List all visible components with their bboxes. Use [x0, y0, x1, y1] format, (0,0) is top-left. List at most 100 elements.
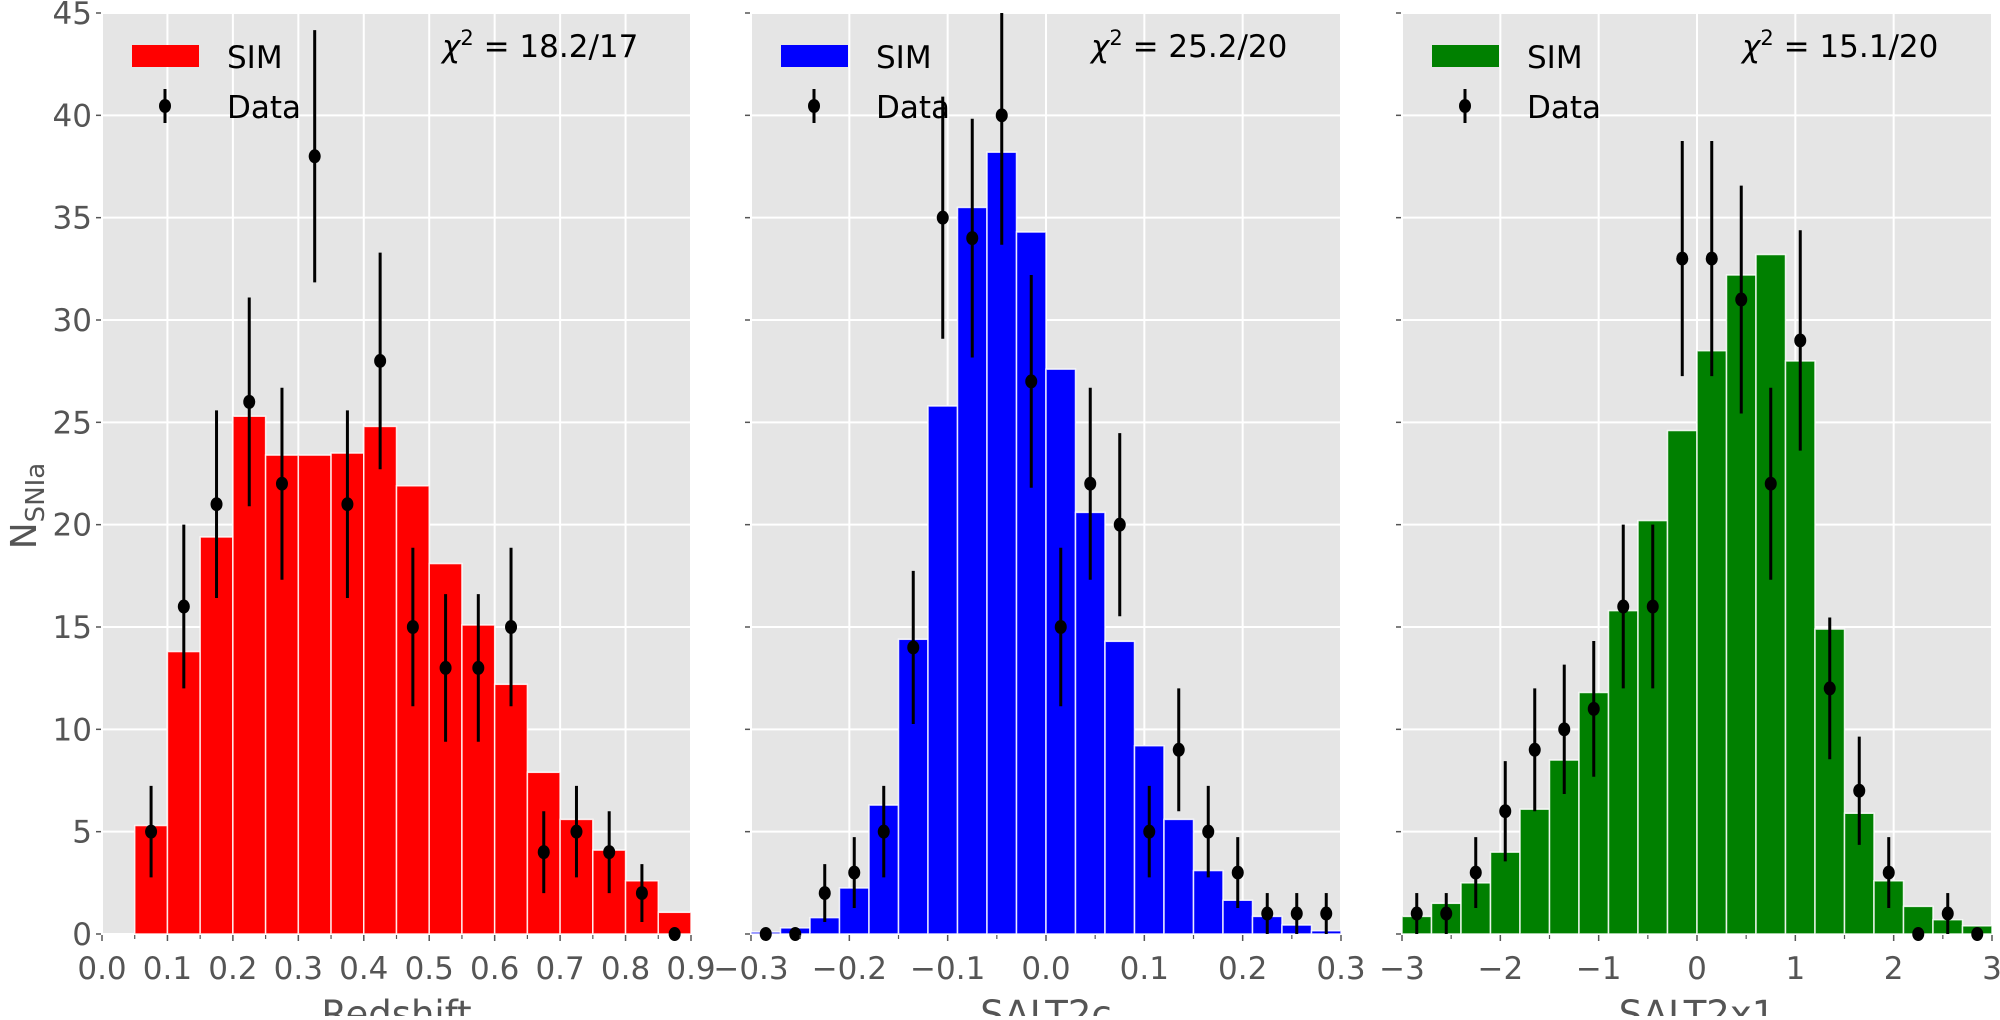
- chi-superscript: 2: [460, 26, 473, 50]
- data-marker: [439, 660, 452, 675]
- x-axis-label: Redshift: [321, 993, 471, 1016]
- x-axis-ticks: −0.3 −0.2 −0.1 0.0 0.1 0.2 0.3: [713, 935, 1366, 987]
- sim-bar: [1784, 360, 1816, 935]
- sim-bar: [330, 452, 365, 935]
- legend-marker-icon: [808, 99, 820, 113]
- data-points: [759, 2, 1333, 941]
- x-axis-ticks: −3 −2 −1 0 1 2 3: [1379, 935, 2000, 987]
- x-tick-label: 0.2: [1218, 951, 1267, 987]
- x-tick-label: −2: [1477, 951, 1523, 987]
- data-marker: [210, 497, 223, 512]
- sim-bar: [1755, 253, 1787, 935]
- y-axis-ticks: [1396, 12, 1401, 935]
- sim-bar: [493, 683, 529, 935]
- legend-label-sim: SIM: [227, 40, 283, 76]
- data-marker: [1290, 906, 1303, 921]
- top-margin-mask: [749, 0, 1343, 13]
- data-marker: [1054, 620, 1067, 634]
- y-tick-label: 15: [53, 610, 92, 646]
- x-tick-label: −0.1: [910, 951, 985, 987]
- data-marker: [877, 824, 890, 839]
- x-tick-label: −3: [1379, 951, 1425, 987]
- y-axis-ticks: [745, 12, 750, 935]
- x-tick-label: 0.3: [274, 951, 323, 987]
- x-tick-label: 0.9: [666, 951, 715, 987]
- chi-superscript: 2: [1109, 26, 1122, 50]
- data-marker: [1971, 927, 1984, 941]
- x-tick-label: 0.7: [535, 951, 584, 987]
- y-axis-ticks: 0 5 10 15 20 25 30 35 40 45: [53, 0, 101, 953]
- chi-square-annotation: χ2 = 18.2/17: [440, 26, 638, 65]
- data-marker: [1172, 742, 1185, 757]
- x-tick-label: −0.3: [713, 951, 788, 987]
- legend-label-data: Data: [876, 90, 950, 126]
- data-marker: [995, 108, 1008, 123]
- x-tick-label: 0.0: [1021, 951, 1070, 987]
- data-marker: [1113, 517, 1126, 532]
- y-tick-label: 0: [72, 917, 92, 953]
- data-marker: [1469, 865, 1482, 880]
- data-marker: [505, 620, 518, 634]
- y-tick-label: 25: [53, 405, 92, 441]
- legend: SIM Data: [132, 40, 301, 126]
- chi-superscript: 2: [1760, 26, 1773, 50]
- data-marker: [936, 210, 949, 225]
- chi-value: = 25.2/20: [1123, 29, 1288, 65]
- data-marker: [1882, 865, 1895, 880]
- data-marker: [907, 640, 920, 655]
- panel-salt2c: −0.3 −0.2 −0.1 0.0 0.1 0.2 0.3 SALT2c SIM Data χ2 …: [713, 0, 1366, 1020]
- x-tick-label: 1: [1785, 951, 1805, 987]
- data-marker: [177, 599, 190, 614]
- sim-bar: [1163, 818, 1195, 935]
- data-marker: [1587, 701, 1600, 716]
- data-marker: [848, 865, 861, 880]
- sim-bar: [1696, 349, 1728, 935]
- chi-symbol: χ: [1089, 29, 1111, 65]
- y-axis-label-main: N: [4, 522, 45, 549]
- data-marker: [1794, 333, 1807, 348]
- data-marker: [1202, 824, 1215, 839]
- x-tick-label: 0.1: [1120, 951, 1169, 987]
- sim-bar: [986, 151, 1018, 935]
- sim-bar: [1519, 808, 1551, 935]
- chi-square-annotation: χ2 = 25.2/20: [1089, 26, 1287, 65]
- sim-bar: [927, 405, 959, 935]
- x-tick-label: 0.5: [405, 951, 454, 987]
- x-axis-label: SALT2c: [980, 993, 1112, 1016]
- data-marker: [341, 497, 354, 512]
- data-marker: [759, 927, 772, 941]
- data-marker: [537, 845, 550, 860]
- data-marker: [1440, 906, 1453, 921]
- x-tick-label: 3: [1982, 951, 2000, 987]
- y-tick-label: 35: [53, 201, 92, 237]
- data-marker: [1764, 476, 1777, 491]
- data-marker: [1410, 906, 1423, 921]
- legend-swatch-sim: [1432, 45, 1499, 67]
- data-points: [1410, 141, 1984, 941]
- data-marker: [1143, 824, 1156, 839]
- y-tick-label: 30: [53, 303, 92, 339]
- x-axis-ticks: 0.0 0.1 0.2 0.3 0.4 0.5 0.6 0.7 0.8 0.9: [77, 935, 716, 987]
- sim-bar: [1489, 851, 1521, 935]
- data-marker: [1646, 599, 1659, 614]
- data-marker: [1912, 927, 1925, 941]
- data-marker: [1853, 783, 1866, 798]
- data-marker: [374, 353, 387, 368]
- svg-text:NSNIa: NSNIa: [4, 463, 51, 550]
- y-tick-label: 5: [72, 815, 92, 851]
- data-marker: [1735, 292, 1748, 307]
- legend-swatch-sim: [132, 45, 199, 67]
- x-tick-label: 0.8: [601, 951, 650, 987]
- x-tick-label: 0.3: [1316, 951, 1365, 987]
- x-tick-label: 0.6: [470, 951, 519, 987]
- sim-histogram: [750, 151, 1342, 935]
- x-tick-label: 0.2: [208, 951, 257, 987]
- data-marker: [243, 394, 256, 409]
- data-marker: [1499, 804, 1512, 819]
- sim-bar: [199, 536, 234, 935]
- y-axis-label-subscript: SNIa: [21, 463, 51, 523]
- legend-marker-icon: [1459, 99, 1471, 113]
- sim-bar: [1192, 869, 1224, 935]
